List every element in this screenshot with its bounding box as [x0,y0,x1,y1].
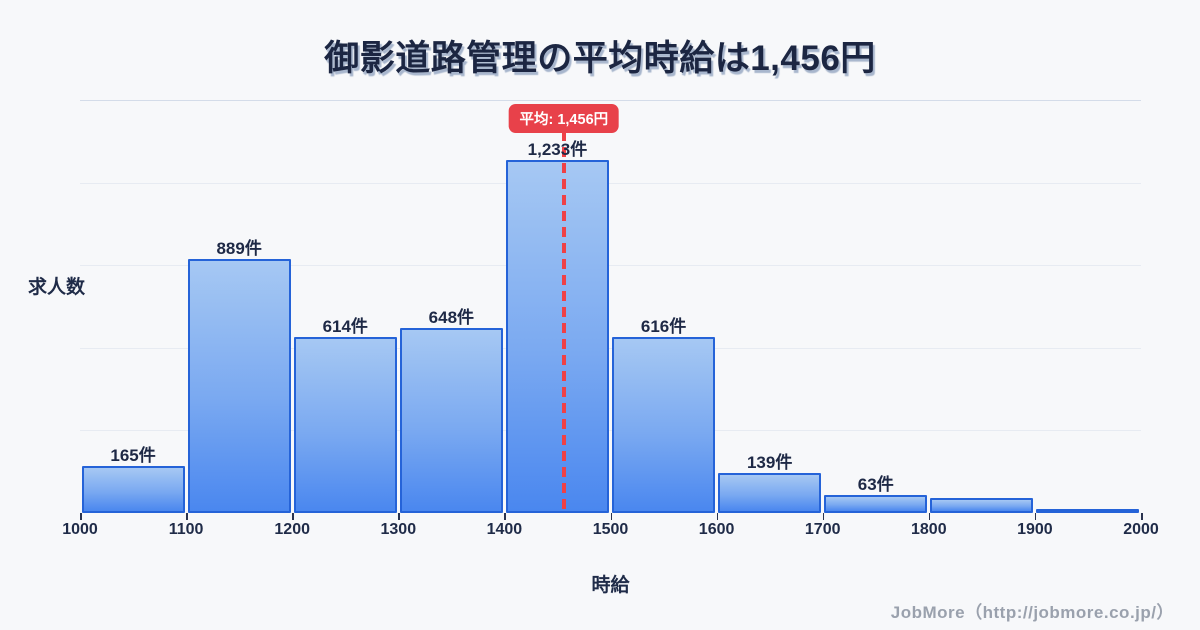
page-title: 御影道路管理の平均時給は1,456円 [324,39,876,78]
histogram-bar [930,497,1034,513]
x-axis-tick-label: 1600 [698,521,735,538]
histogram-bar [399,327,503,513]
bar-value-label: 63件 [857,474,894,494]
gridline [80,430,1141,432]
average-line [561,131,566,513]
x-axis-tick [928,513,931,520]
histogram-bar [505,160,609,513]
x-axis-tick-label: 1200 [274,521,310,538]
x-axis-tick-label: 1800 [911,521,947,538]
histogram-bar [81,465,185,513]
x-axis-title: 時給 [591,575,630,596]
x-axis-tick [610,513,612,520]
x-axis-tick [80,513,82,520]
average-badge: 平均: 1,456円 [508,104,620,133]
histogram-bar [187,258,291,513]
x-axis-tick-label: 1500 [592,521,629,538]
x-axis-tick [1034,513,1037,520]
histogram-bar [718,473,822,513]
x-axis-tick [398,513,400,520]
bar-value-label: 889件 [216,238,262,258]
gridline [80,265,1141,267]
bar-value-label: 614件 [322,317,368,337]
y-axis-title: 求人数 [28,277,86,298]
x-axis-tick-label: 1000 [62,521,98,538]
x-axis-tick-label: 1700 [804,521,841,538]
histogram-bar [293,337,397,513]
histogram-bar [612,336,716,513]
x-axis-tick-label: 1100 [168,521,204,538]
bar-value-label: 139件 [746,453,793,473]
x-axis-tick [716,513,719,520]
x-axis-tick [504,513,506,520]
x-axis-tick [822,513,825,520]
histogram-bar [1036,508,1140,513]
bar-value-label: 648件 [428,307,475,327]
bar-value-label: 165件 [110,445,156,465]
histogram-bar [824,494,928,513]
footer-credit: JobMore（http://jobmore.co.jp/） [890,603,1174,622]
gridline [80,347,1141,349]
x-axis-tick [292,513,294,520]
bar-value-label: 1,233件 [527,140,588,160]
x-axis-tick-label: 1900 [1017,521,1053,538]
bar-value-label: 616件 [640,316,687,336]
x-axis-tick [186,513,188,520]
x-axis-tick-label: 2000 [1123,521,1159,538]
plot-top-border [80,100,1141,101]
x-axis-tick-label: 1300 [380,521,417,538]
x-axis-tick [1141,513,1143,520]
gridline [80,182,1141,184]
x-axis-tick-label: 1400 [486,521,523,538]
